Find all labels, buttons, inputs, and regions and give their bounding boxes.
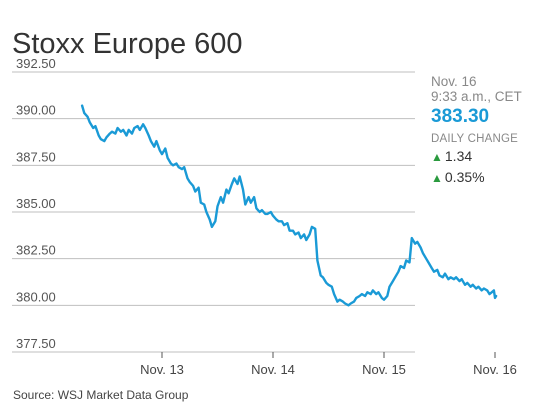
source-note: Source: WSJ Market Data Group [13, 388, 189, 402]
quote-price: 383.30 [431, 106, 490, 127]
series-line-0 [80, 104, 498, 307]
daily-change-label: DAILY CHANGE [431, 133, 518, 145]
y-tick-label: 377.50 [16, 336, 56, 351]
y-tick-label: 387.50 [16, 149, 56, 164]
x-tick-label: Nov. 15 [362, 362, 406, 377]
y-axis-ticks: 392.50 390.00 387.50 385.00 382.50 380.00 377.… [16, 56, 56, 351]
up-arrow-icon: ▲ [431, 150, 443, 164]
y-tick-label: 380.00 [16, 289, 56, 304]
chart-title: Stoxx Europe 600 [12, 28, 243, 60]
y-tick-label: 385.00 [16, 196, 56, 211]
x-tick-label: Nov. 14 [251, 362, 295, 377]
quote-time: 9:33 a.m., CET [431, 89, 522, 104]
quote-date: Nov. 16 [431, 74, 477, 89]
y-tick-label: 390.00 [16, 103, 56, 118]
quote-panel: Nov. 16 9:33 a.m., CET 383.30 DAILY CHAN… [431, 74, 549, 188]
change-points: ▲ 1.34 [431, 146, 549, 167]
up-arrow-icon: ▲ [431, 171, 443, 185]
y-tick-label: 392.50 [16, 56, 56, 71]
change-percent-value: 0.35% [444, 169, 485, 185]
x-axis-ticks: Nov. 13 Nov. 14 Nov. 15 Nov. 16 [140, 352, 517, 377]
x-tick-label: Nov. 13 [140, 362, 184, 377]
grid-lines [12, 71, 415, 353]
change-points-value: 1.34 [444, 148, 473, 164]
series-layer [80, 104, 498, 307]
change-percent: ▲ 0.35% [431, 167, 549, 188]
x-tick-label: Nov. 16 [473, 362, 517, 377]
y-tick-label: 382.50 [16, 243, 56, 258]
